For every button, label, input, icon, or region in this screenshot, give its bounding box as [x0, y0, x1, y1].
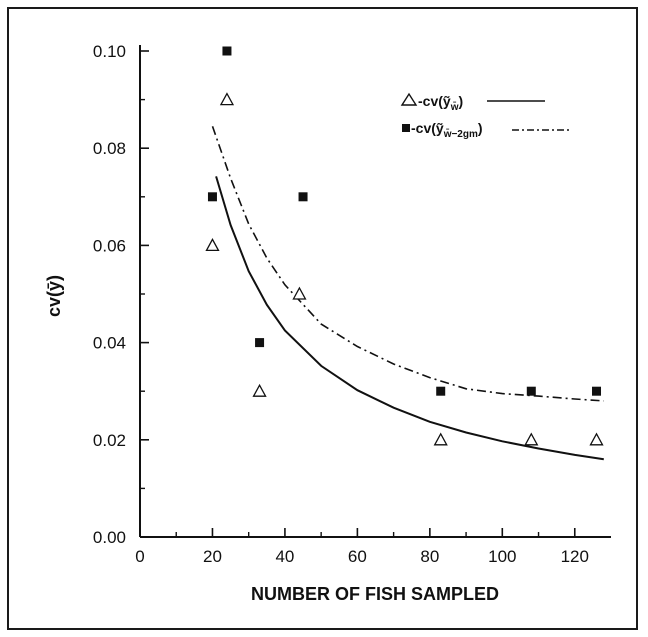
- triangle-point: [433, 432, 448, 446]
- triangle-point: [524, 432, 539, 446]
- y-tick-label: 0.00: [93, 528, 126, 547]
- figure-frame: [7, 7, 638, 630]
- x-tick-label: 0: [135, 547, 144, 566]
- fit-curve-solid: [215, 176, 604, 461]
- square-point: [255, 338, 265, 348]
- axes: [139, 45, 611, 538]
- legend-label-series-1: -cv(ỹw̄): [418, 93, 463, 113]
- square-point: [526, 386, 536, 396]
- fit-curves: [211, 126, 604, 461]
- x-tick-label: 40: [275, 547, 294, 566]
- square-point: [207, 192, 217, 202]
- ticks: 0.00 0.02 0.04 0.06 0.08 0.10 0 20 40 60 80 100 120: [93, 42, 589, 566]
- legend-square-marker: [402, 124, 410, 132]
- square-point: [436, 386, 446, 396]
- triangle-point: [205, 238, 220, 252]
- y-tick-label: 0.08: [93, 139, 126, 158]
- x-tick-label: 80: [420, 547, 439, 566]
- legend-triangle-marker: [400, 92, 418, 106]
- triangle-point: [292, 286, 307, 300]
- x-tick-label: 120: [561, 547, 589, 566]
- y-tick-label: 0.02: [93, 431, 126, 450]
- fit-curve-dash-dot: [211, 126, 604, 402]
- x-axis-title: NUMBER OF FISH SAMPLED: [251, 584, 499, 604]
- triangle-point: [219, 92, 235, 106]
- data-points: [205, 46, 604, 446]
- x-tick-label: 20: [203, 547, 222, 566]
- legend: -cv(ỹw̄) -cv(ỹw̄−2gm): [400, 92, 570, 140]
- square-point: [592, 386, 602, 396]
- x-tick-label: 100: [488, 547, 516, 566]
- legend-label-series-2: -cv(ỹw̄−2gm): [411, 120, 483, 140]
- square-point: [222, 46, 232, 56]
- y-tick-label: 0.06: [93, 236, 126, 255]
- square-point: [298, 192, 308, 202]
- x-tick-label: 60: [348, 547, 367, 566]
- triangle-point: [252, 383, 267, 397]
- y-tick-label: 0.04: [93, 334, 126, 353]
- triangle-point: [589, 432, 604, 446]
- y-tick-label: 0.10: [93, 42, 126, 61]
- y-axis-title: cv(ȳ): [44, 275, 64, 317]
